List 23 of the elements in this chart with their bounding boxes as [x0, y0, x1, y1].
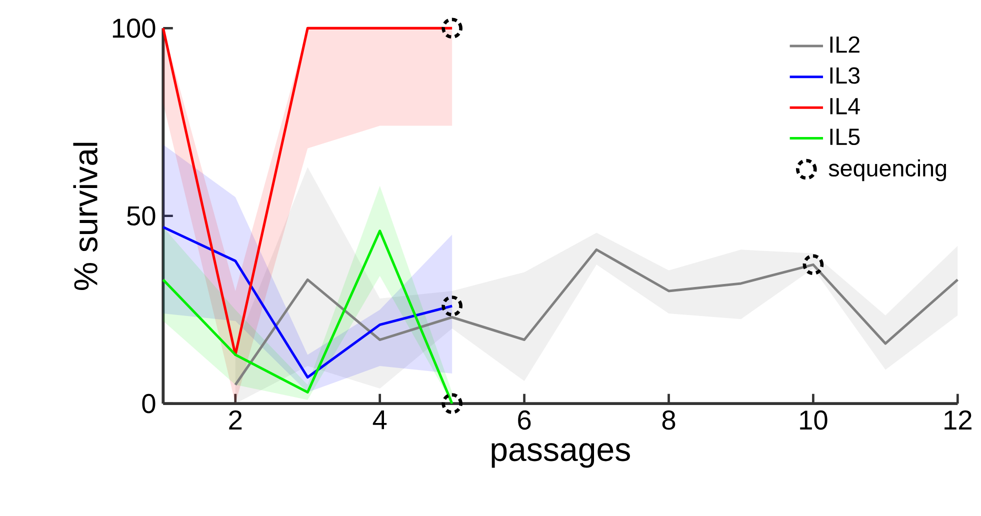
y-tick-label: 50 — [127, 206, 156, 226]
x-tick-label: 2 — [229, 410, 242, 430]
x-axis-title: passages — [492, 442, 630, 468]
x-tick-label: 8 — [662, 410, 676, 430]
legend-label: sequencing — [828, 159, 946, 181]
legend-label: IL4 — [830, 98, 860, 114]
x-tick-label: 4 — [372, 410, 387, 429]
line-series — [162, 229, 454, 405]
legend-label: IL5 — [830, 128, 860, 145]
point — [442, 295, 462, 316]
legend-label: IL3 — [830, 67, 860, 84]
line-series — [162, 226, 454, 378]
point — [442, 18, 462, 38]
point — [442, 392, 462, 414]
y-tick-label: 100 — [112, 18, 156, 38]
legend-label: IL2 — [830, 36, 860, 52]
point — [802, 254, 824, 275]
y-axis-title: % survival — [73, 142, 98, 290]
x-tick-label: 12 — [944, 410, 972, 430]
x-tick-label: 10 — [800, 410, 828, 430]
y-tick-label: 0 — [142, 394, 156, 414]
x-tick-label: 6 — [518, 410, 531, 430]
line-series — [234, 248, 959, 386]
